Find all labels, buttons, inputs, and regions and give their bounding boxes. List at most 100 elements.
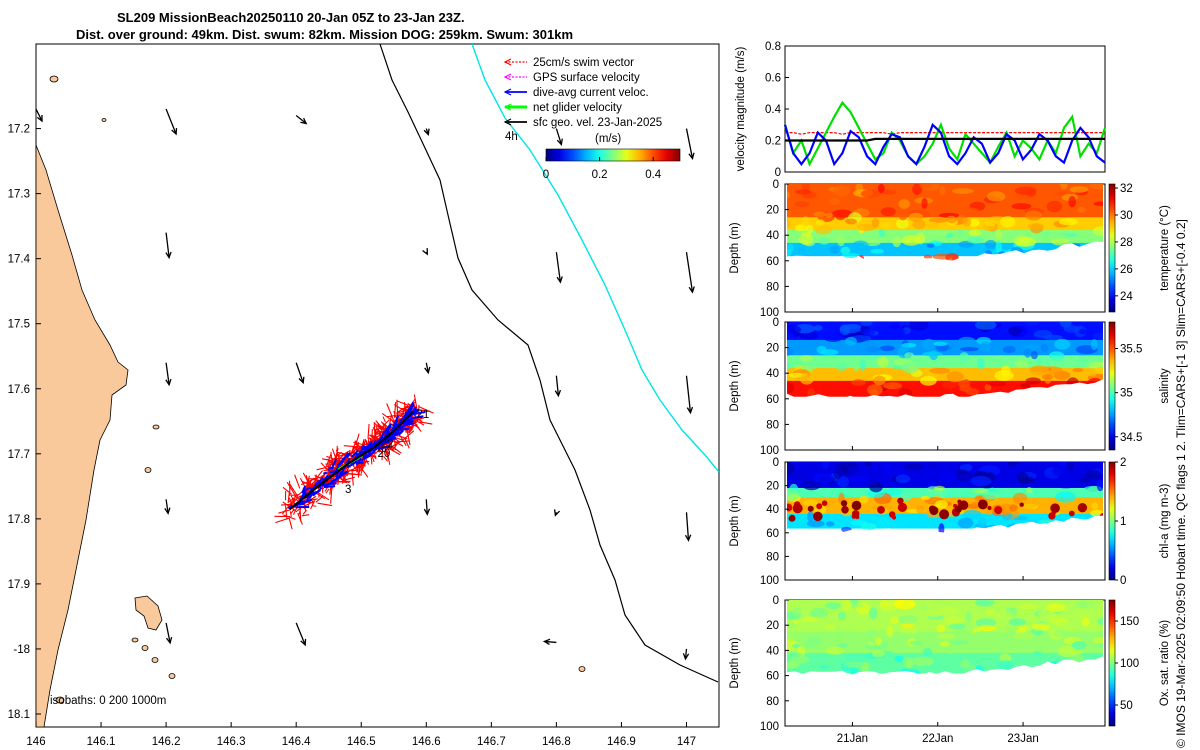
- map-x-tick-label: 146.6: [412, 736, 441, 748]
- map-y-tick-label: 17.5: [8, 319, 30, 331]
- map-y-tick-label: 17.4: [8, 254, 31, 266]
- temperature-colorbar-tick-label: 30: [1120, 210, 1133, 222]
- colorbar-tick-label: 0: [543, 169, 549, 181]
- velocity-series-mean: [785, 137, 1105, 142]
- chl-a-colorbar-tick-label: 2: [1120, 457, 1126, 469]
- salinity-y-label: Depth (m): [729, 360, 741, 411]
- time-x-tick-label: 21Jan: [837, 733, 868, 745]
- small-islands: [49, 75, 586, 704]
- map-x-tick-label: 146.1: [87, 736, 116, 748]
- track-day-label: 22: [381, 438, 394, 450]
- chl-a-y-label: Depth (m): [729, 495, 741, 546]
- salinity-y-tick-label: 40: [766, 368, 779, 380]
- temperature-y-tick-label: 100: [760, 307, 779, 319]
- chart-subtitle: Dist. over ground: 49km. Dist. swum: 82k…: [76, 27, 574, 42]
- temperature-colorbar-tick-label: 24: [1120, 291, 1133, 303]
- salinity-y-tick-label: 0: [773, 317, 779, 329]
- legend-item-label: net glider velocity: [533, 102, 622, 114]
- map-x-tick-label: 146.9: [607, 736, 636, 748]
- temperature-colorbar-tick-label: 28: [1120, 237, 1133, 249]
- map-y-ticks: 17.2 17.3 17.4 17.5 17.6 17.7 17.8 17.9 -18 18.1: [8, 124, 41, 721]
- oxygen-colorbar: [1108, 599, 1116, 727]
- map-x-tick-label: 146: [26, 736, 45, 748]
- geo-vector: [165, 362, 172, 387]
- velocity-y-tick-label: 0.6: [765, 73, 781, 85]
- oxygen-y-tick-label: 60: [766, 671, 779, 683]
- credit-text: © IMOS 19-Mar-2025 02:09:50 Hobart time.…: [1174, 219, 1188, 748]
- geo-vector: [554, 375, 562, 398]
- oxygen-y-tick-label: 40: [766, 645, 779, 657]
- salinity-y-tick-label: 20: [766, 343, 779, 355]
- salinity-colorbar-tick-label: 35.5: [1120, 343, 1142, 355]
- track-day-label: 21: [417, 409, 430, 421]
- temperature-y-tick-label: 40: [766, 230, 779, 242]
- colorbar-unit: (m/s): [595, 133, 621, 145]
- geo-vector: [36, 108, 43, 123]
- glider-track: [289, 410, 415, 510]
- map-x-ticks: 146 146.1 146.2 146.3 146.4 146.5 146.6 146.7 14…: [26, 722, 696, 748]
- salinity-colorbar-tick-label: 35: [1120, 388, 1133, 400]
- chl-a-y-tick-label: 40: [766, 504, 779, 516]
- legend: 25cm/s swim vector GPS surface velocity di…: [503, 57, 681, 181]
- map-y-tick-label: 17.2: [8, 124, 30, 136]
- oxygen-colorbar-tick-label: 150: [1120, 616, 1139, 628]
- colorbar-tick-label: 0.2: [592, 169, 608, 181]
- salinity-colorbar-label: salinity: [1159, 368, 1171, 403]
- geo-vector: [295, 362, 305, 385]
- geo-vector: [685, 128, 695, 161]
- colorbar-map: [545, 148, 681, 162]
- temperature-y-tick-label: 60: [766, 256, 779, 268]
- legend-item-label: dive-avg current veloc.: [533, 87, 649, 99]
- salinity-y-tick-label: 60: [766, 394, 779, 406]
- coastline-land: [36, 144, 129, 727]
- map-y-tick-label: 17.8: [8, 514, 30, 526]
- geo-vector: [682, 648, 690, 661]
- salinity-colorbar: [1108, 321, 1116, 451]
- map-x-tick-label: 147: [677, 736, 696, 748]
- legend-item: 25cm/s swim vector: [503, 57, 634, 69]
- map-x-tick-label: 146.8: [542, 736, 571, 748]
- velocity-axes: [784, 45, 1106, 173]
- geo-vector: [424, 362, 431, 375]
- temperature-y-tick-label: 0: [773, 179, 779, 191]
- time-x-tick-label: 23Jan: [1007, 733, 1038, 745]
- isobaths-label: isobaths: 0 200 1000m: [50, 695, 166, 707]
- map-y-tick-label: 17.7: [8, 449, 30, 461]
- geo-vector: [423, 128, 430, 136]
- isobath-1000m: [471, 44, 719, 473]
- legend-item: GPS surface velocity: [503, 72, 640, 84]
- chl-a-colorbar-tick-label: 1: [1120, 516, 1126, 528]
- map-x-tick-label: 146.3: [217, 736, 246, 748]
- map-y-tick-label: 17.3: [8, 189, 30, 201]
- legend-item: dive-avg current veloc.: [503, 87, 649, 99]
- chl-a-y-tick-label: 20: [766, 481, 779, 493]
- chl-a-y-tick-label: 60: [766, 528, 779, 540]
- chl-a-y-tick-label: 0: [773, 457, 779, 469]
- geo-vector: [295, 622, 307, 647]
- legend-item-label: GPS surface velocity: [533, 72, 640, 84]
- salinity-colorbar-tick-label: 34.5: [1120, 432, 1142, 444]
- legend-item: net glider velocity: [503, 102, 622, 114]
- geo-vector: [165, 108, 178, 136]
- temperature-panel: 0 20 40 60 80 100 Depth (m) 24 26 28 30 32 temperatu…: [729, 179, 1171, 319]
- map-x-tick-label: 146.5: [347, 736, 376, 748]
- temperature-colorbar: [1108, 183, 1116, 313]
- oxygen-colorbar-tick-label: 100: [1120, 658, 1139, 670]
- velocity-y-tick-label: 0.2: [765, 136, 781, 148]
- oxygen-y-tick-label: 0: [773, 595, 779, 607]
- oxygen-y-tick-label: 80: [766, 696, 779, 708]
- velocity-y-label: velocity magnitude (m/s): [735, 47, 747, 172]
- temperature-y-tick-label: 80: [766, 281, 779, 293]
- velocity-y-tick-label: 0.4: [765, 104, 782, 116]
- geo-vector: [553, 509, 561, 517]
- chl-a-panel: 0 20 40 60 80 100 Depth (m) 0 1 2 chl-a (mg m-3): [729, 457, 1171, 587]
- geo-vector: [165, 232, 172, 260]
- track-day-label: 20: [378, 448, 391, 460]
- oxygen-colorbar-label: Ox. sat. ratio (%): [1159, 620, 1171, 706]
- legend-item: sfc geo. vel. 23-Jan-2025: [503, 117, 662, 129]
- temperature-colorbar-tick-label: 26: [1120, 264, 1133, 276]
- geo-vector: [685, 375, 694, 415]
- chl-a-colorbar: [1108, 461, 1116, 581]
